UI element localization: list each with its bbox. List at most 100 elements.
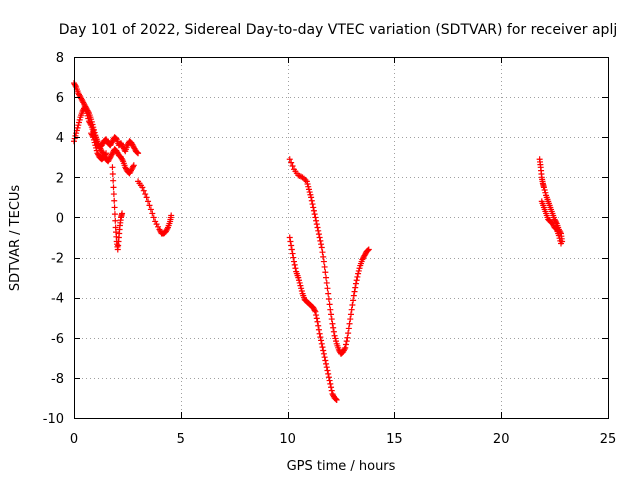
data-point-plus-marker	[110, 177, 117, 184]
data-point-plus-marker	[356, 265, 363, 272]
data-point-plus-marker	[344, 334, 351, 341]
data-point-plus-marker	[304, 181, 311, 188]
data-point-plus-marker	[346, 320, 353, 327]
data-points	[71, 80, 566, 403]
data-point-plus-marker	[90, 136, 97, 143]
data-point-plus-marker	[322, 357, 329, 364]
data-point-plus-marker	[355, 270, 362, 277]
data-point-plus-marker	[313, 221, 320, 228]
data-point-plus-marker	[555, 232, 562, 239]
y-tick-label: -6	[51, 332, 64, 347]
data-point-plus-marker	[326, 377, 333, 384]
x-tick-label: 25	[600, 432, 617, 447]
data-point-plus-marker	[92, 142, 99, 149]
data-point-plus-marker	[313, 217, 320, 224]
data-point-plus-marker	[320, 258, 327, 265]
data-point-plus-marker	[319, 249, 326, 256]
data-point-plus-marker	[290, 254, 297, 261]
data-point-plus-marker	[146, 202, 153, 209]
data-point-plus-marker	[314, 318, 321, 325]
data-point-plus-marker	[110, 184, 117, 191]
data-point-plus-marker	[328, 387, 335, 394]
data-point-plus-marker	[341, 346, 348, 353]
data-point-plus-marker	[303, 178, 310, 185]
y-tick-label: 8	[56, 51, 64, 66]
data-point-plus-marker	[318, 244, 325, 251]
data-point-plus-marker	[329, 320, 336, 327]
data-point-plus-marker	[330, 328, 337, 335]
data-point-plus-marker	[119, 210, 126, 217]
data-point-plus-marker	[88, 116, 95, 123]
data-point-plus-marker	[325, 374, 332, 381]
data-point-plus-marker	[305, 183, 312, 190]
plot-frame	[74, 57, 609, 419]
data-point-plus-marker	[287, 238, 294, 245]
data-point-plus-marker	[91, 139, 98, 146]
y-tick-label: 2	[56, 171, 64, 186]
data-point-plus-marker	[93, 144, 100, 151]
data-point-plus-marker	[345, 330, 352, 337]
data-point-plus-marker	[111, 204, 118, 211]
data-point-plus-marker	[308, 197, 315, 204]
data-point-plus-marker	[147, 206, 154, 213]
x-tick-label: 15	[386, 432, 403, 447]
data-point-plus-marker	[317, 334, 324, 341]
data-point-plus-marker	[310, 207, 317, 214]
data-point-plus-marker	[317, 237, 324, 244]
data-point-plus-marker	[311, 211, 318, 218]
data-point-plus-marker	[90, 124, 97, 131]
data-point-plus-marker	[556, 235, 563, 242]
data-point-plus-marker	[314, 224, 321, 231]
data-point-plus-marker	[102, 151, 109, 158]
data-point-plus-marker	[305, 186, 312, 193]
data-point-plus-marker	[333, 396, 340, 403]
data-point-plus-marker	[296, 279, 303, 286]
data-point-plus-marker	[143, 194, 150, 201]
data-point-plus-marker	[112, 217, 119, 224]
data-point-plus-marker	[323, 364, 330, 371]
data-point-plus-marker	[85, 108, 92, 115]
data-point-plus-marker	[349, 302, 356, 309]
data-point-plus-marker	[342, 341, 349, 348]
data-point-plus-marker	[311, 307, 318, 314]
y-tick-label: -2	[51, 252, 64, 267]
data-point-plus-marker	[134, 149, 141, 156]
data-point-plus-marker	[313, 312, 320, 319]
data-point-plus-marker	[119, 156, 126, 163]
x-axis-label: GPS time / hours	[287, 459, 396, 474]
data-point-plus-marker	[342, 344, 349, 351]
data-point-plus-marker	[74, 124, 81, 131]
data-point-plus-marker	[90, 126, 97, 133]
data-point-plus-marker	[291, 258, 298, 265]
data-point-plus-marker	[558, 240, 565, 247]
data-point-plus-marker	[345, 325, 352, 332]
data-point-plus-marker	[295, 277, 302, 284]
data-point-plus-marker	[150, 214, 157, 221]
x-tick-label: 20	[493, 432, 510, 447]
data-point-plus-marker	[352, 284, 359, 291]
data-point-plus-marker	[140, 187, 147, 194]
data-point-plus-marker	[135, 150, 142, 157]
data-point-plus-marker	[90, 134, 97, 141]
data-point-plus-marker	[75, 122, 82, 129]
data-point-plus-marker	[312, 308, 319, 315]
data-point-plus-marker	[142, 191, 149, 198]
data-point-plus-marker	[347, 316, 354, 323]
data-point-plus-marker	[328, 311, 335, 318]
data-point-plus-marker	[109, 170, 116, 177]
data-point-plus-marker	[350, 292, 357, 299]
data-point-plus-marker	[331, 332, 338, 339]
data-point-plus-marker	[288, 246, 295, 253]
data-point-plus-marker	[286, 156, 293, 163]
x-tick-label: 10	[279, 432, 296, 447]
data-point-plus-marker	[298, 285, 305, 292]
data-point-plus-marker	[149, 210, 156, 217]
data-point-plus-marker	[542, 189, 549, 196]
data-point-plus-marker	[89, 132, 96, 139]
data-point-plus-marker	[318, 241, 325, 248]
data-point-plus-marker	[557, 237, 564, 244]
data-point-plus-marker	[318, 340, 325, 347]
chart-title: Day 101 of 2022, Sidereal Day-to-day VTE…	[59, 22, 617, 38]
data-point-plus-marker	[348, 306, 355, 313]
